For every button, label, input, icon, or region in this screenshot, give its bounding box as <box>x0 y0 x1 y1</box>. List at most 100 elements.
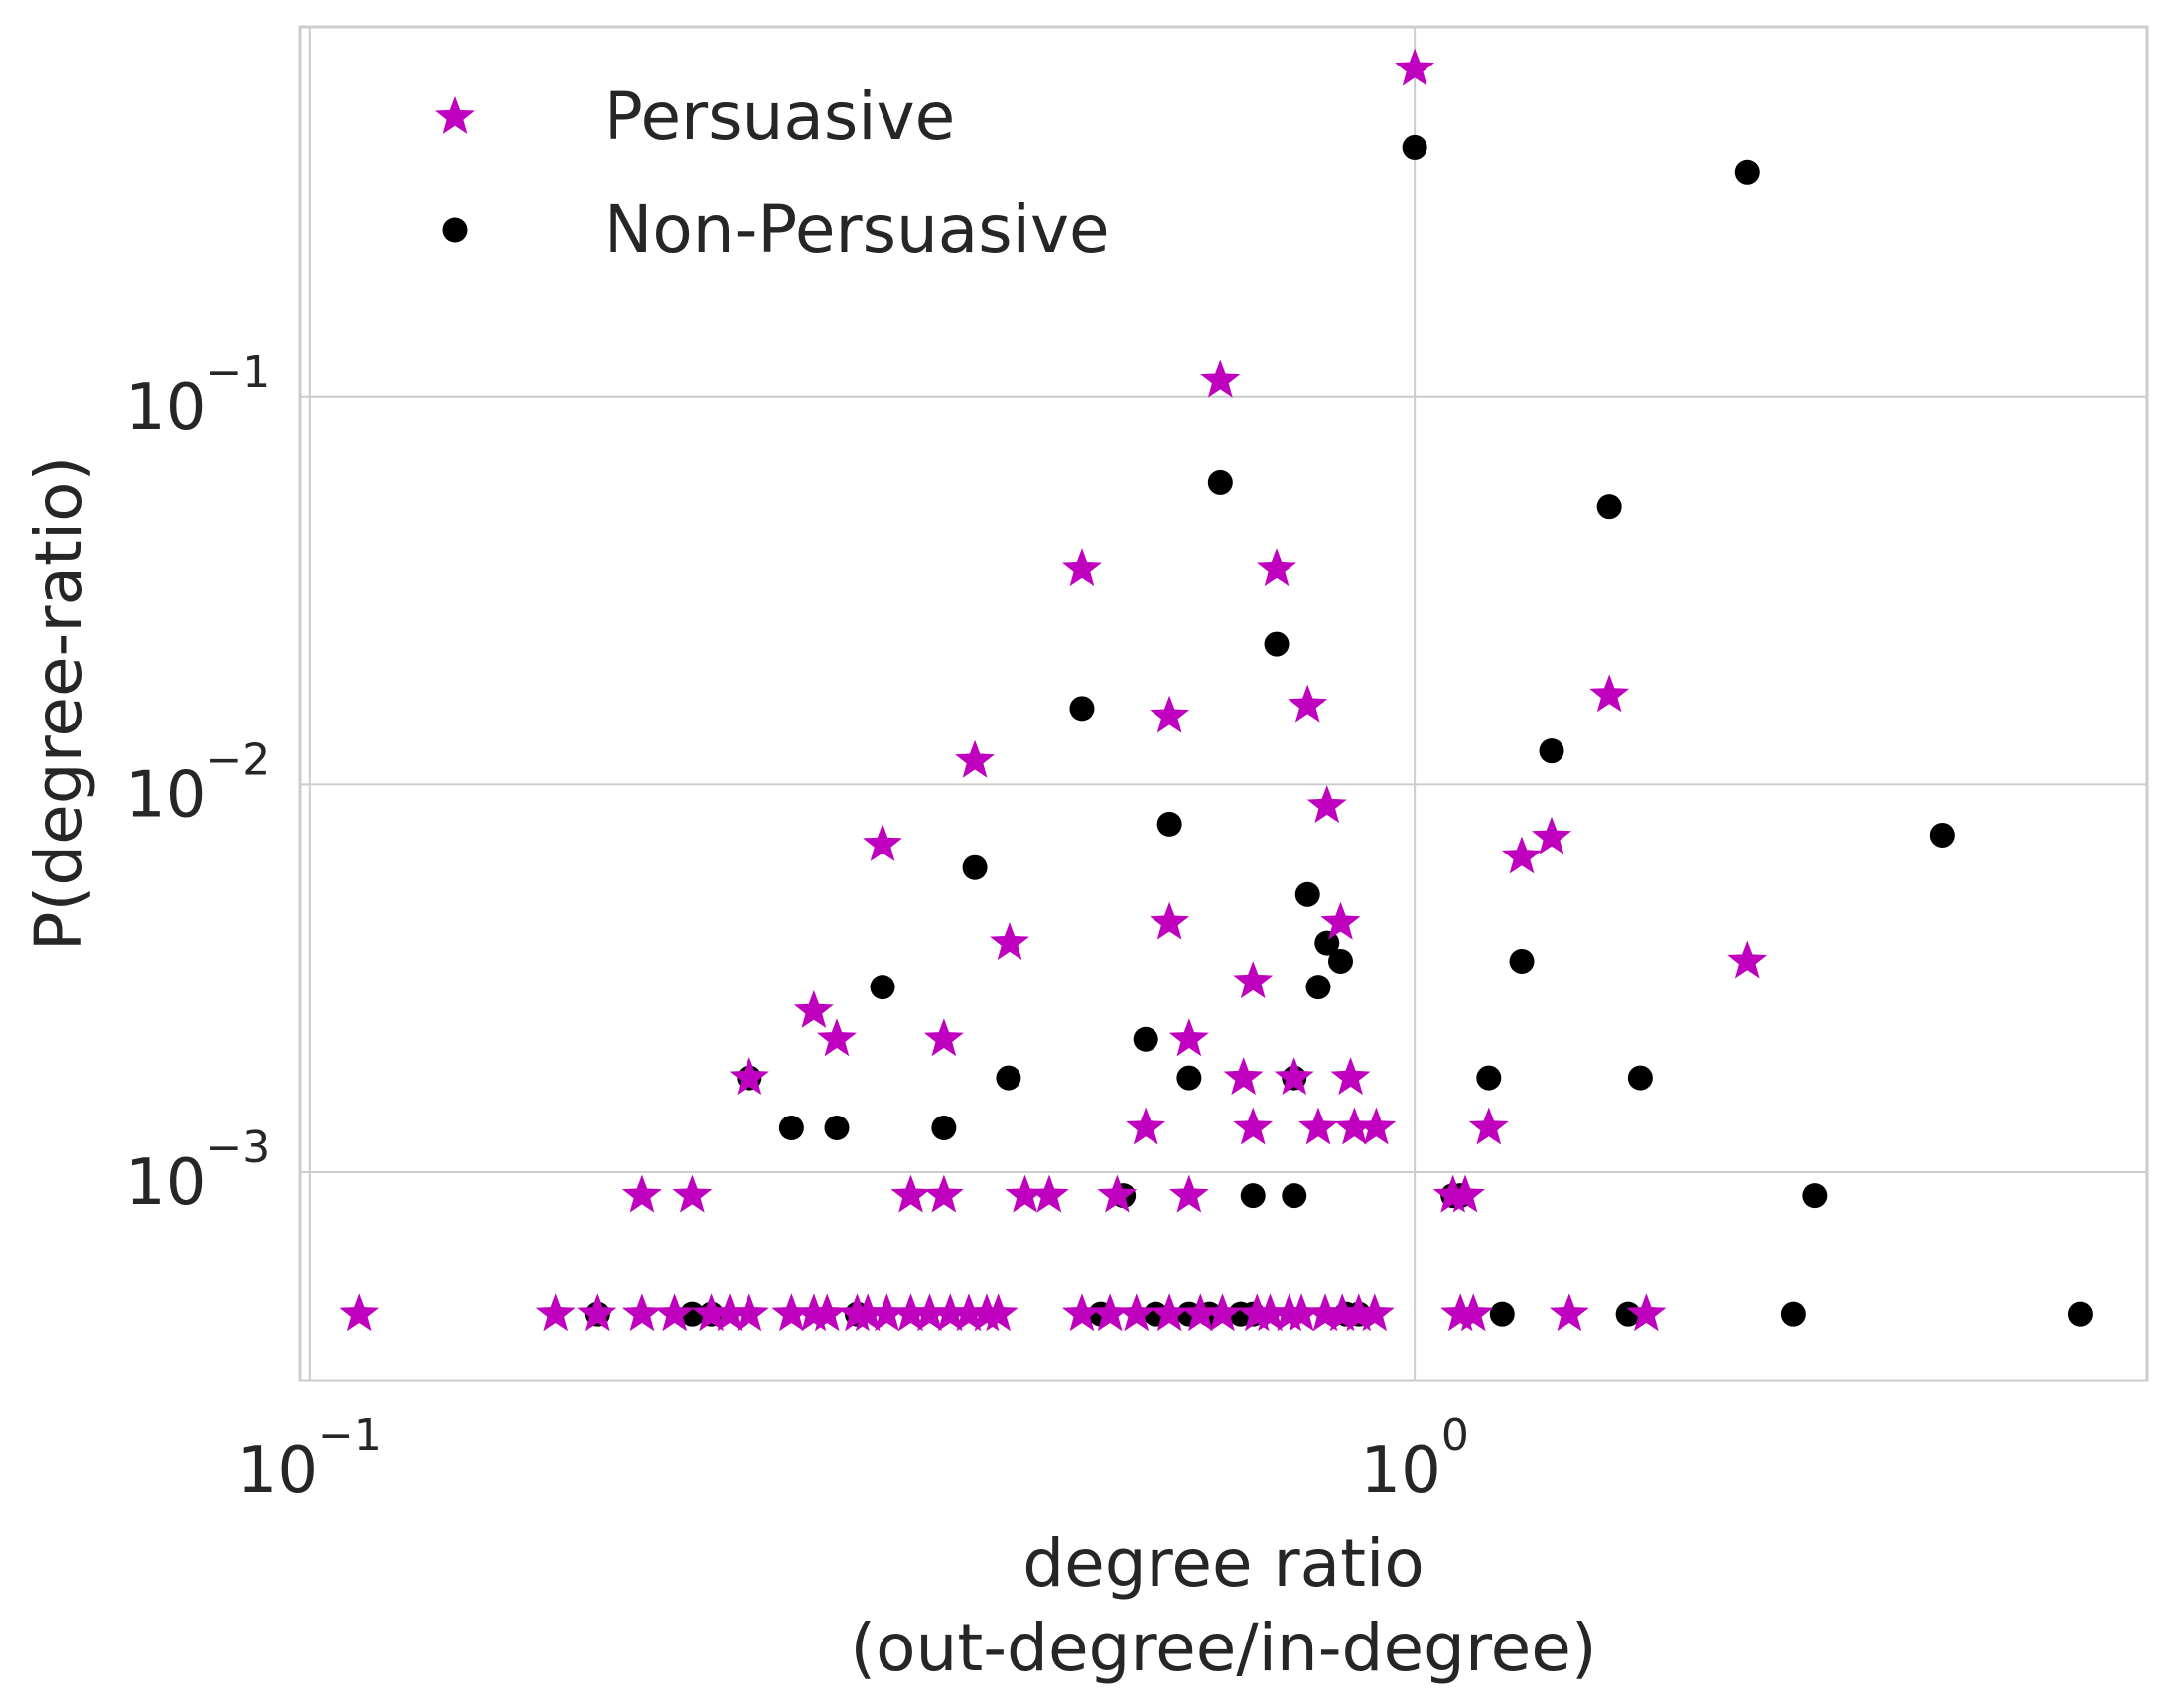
persuasive-point-57 <box>930 1293 971 1332</box>
plot-area-frame <box>298 25 2149 1382</box>
non-persuasive-point-10 <box>1294 881 1320 907</box>
persuasive-point-29 <box>1356 1107 1397 1145</box>
persuasive-point-47 <box>710 1293 749 1332</box>
persuasive-point-32 <box>672 1174 713 1213</box>
persuasive-point-45 <box>654 1293 695 1332</box>
persuasive-point-43 <box>577 1293 617 1332</box>
persuasive-point-24 <box>1330 1057 1371 1096</box>
persuasive-point-10 <box>1532 816 1571 854</box>
persuasive-point-40 <box>1445 1174 1485 1213</box>
persuasive-point-49 <box>771 1293 812 1332</box>
non-persuasive-point-44 <box>1489 1301 1515 1327</box>
non-persuasive-point-24 <box>824 1115 850 1140</box>
non-persuasive-point-23 <box>778 1115 804 1140</box>
persuasive-point-72 <box>1322 1293 1363 1332</box>
persuasive-point-61 <box>1062 1293 1102 1332</box>
legend-marker-persuasive <box>435 96 475 134</box>
persuasive-point-37 <box>1097 1174 1138 1213</box>
legend-marker-non-persuasive <box>442 217 468 243</box>
persuasive-point-0 <box>1395 48 1435 86</box>
persuasive-point-34 <box>923 1174 964 1213</box>
non-persuasive-point-21 <box>1476 1065 1502 1091</box>
persuasive-point-19 <box>1168 1018 1209 1057</box>
persuasive-point-6 <box>1589 674 1630 713</box>
persuasive-point-41 <box>340 1293 380 1332</box>
persuasive-point-23 <box>1274 1057 1314 1096</box>
non-persuasive-point-46 <box>1780 1301 1806 1327</box>
persuasive-point-21 <box>729 1057 769 1096</box>
non-persuasive-point-12 <box>1509 948 1535 974</box>
persuasive-point-36 <box>1029 1174 1069 1213</box>
x-tick-label-0: 10−1 <box>237 1410 382 1508</box>
x-axis-label-line-2: (out-degree/in-degree) <box>850 1610 1596 1686</box>
x-tick-label-1: 100 <box>1360 1410 1468 1508</box>
persuasive-point-1 <box>1200 359 1241 398</box>
non-persuasive-point-3 <box>1596 494 1622 520</box>
legend-label-persuasive: Persuasive <box>604 78 955 155</box>
persuasive-point-4 <box>1150 695 1190 733</box>
persuasive-point-7 <box>955 739 995 778</box>
persuasive-point-38 <box>1168 1174 1209 1213</box>
non-persuasive-point-27 <box>1240 1183 1266 1209</box>
non-persuasive-point-11 <box>1314 930 1340 956</box>
non-persuasive-point-31 <box>1802 1183 1828 1209</box>
persuasive-point-25 <box>1126 1107 1166 1145</box>
persuasive-point-53 <box>848 1293 888 1332</box>
persuasive-point-31 <box>621 1174 662 1213</box>
non-persuasive-point-16 <box>1133 1026 1158 1052</box>
non-persuasive-point-14 <box>870 975 895 1000</box>
persuasive-point-26 <box>1233 1107 1274 1145</box>
persuasive-point-62 <box>1090 1293 1131 1332</box>
y-axis-label: P(degree-ratio) <box>21 457 97 952</box>
legend-marker-shape-1 <box>442 217 468 243</box>
non-persuasive-point-47 <box>2067 1301 2093 1327</box>
data-points <box>340 48 2093 1332</box>
non-persuasive-point-6 <box>1539 738 1564 764</box>
persuasive-point-35 <box>1005 1174 1045 1213</box>
persuasive-point-22 <box>1223 1057 1264 1096</box>
persuasive-point-46 <box>691 1293 732 1332</box>
persuasive-point-76 <box>1453 1293 1494 1332</box>
x-axis-label-line-1: degree ratio <box>1022 1525 1424 1602</box>
persuasive-point-56 <box>909 1293 950 1332</box>
y-tick-label-2: 10−3 <box>125 1122 270 1220</box>
persuasive-point-58 <box>949 1293 989 1332</box>
persuasive-point-14 <box>1320 901 1361 940</box>
non-persuasive-point-4 <box>1264 631 1290 657</box>
persuasive-point-3 <box>1257 548 1296 587</box>
persuasive-point-2 <box>1062 548 1102 587</box>
non-persuasive-point-5 <box>1069 696 1095 722</box>
persuasive-point-27 <box>1298 1107 1338 1145</box>
persuasive-point-33 <box>890 1174 931 1213</box>
persuasive-point-20 <box>1233 961 1274 999</box>
x-axis-ticks: 10−1 100 <box>237 1410 1469 1508</box>
y-axis-ticks: 10−1 10−2 10−3 <box>125 347 270 1220</box>
persuasive-point-42 <box>535 1293 576 1332</box>
persuasive-point-55 <box>890 1293 931 1332</box>
persuasive-point-51 <box>807 1293 848 1332</box>
persuasive-point-78 <box>1626 1293 1667 1332</box>
persuasive-point-74 <box>1354 1293 1395 1332</box>
non-persuasive-point-0 <box>1402 134 1427 160</box>
legend: Persuasive Non-Persuasive <box>435 78 1110 268</box>
persuasive-point-28 <box>1334 1107 1375 1145</box>
persuasive-point-9 <box>1306 785 1347 824</box>
non-persuasive-point-1 <box>1734 159 1760 185</box>
non-persuasive-point-28 <box>1282 1183 1307 1209</box>
y-tick-label-1: 10−2 <box>125 734 270 832</box>
persuasive-point-60 <box>978 1293 1019 1332</box>
non-persuasive-point-19 <box>1176 1065 1202 1091</box>
persuasive-point-16 <box>793 989 834 1028</box>
persuasive-point-66 <box>1202 1293 1243 1332</box>
persuasive-point-68 <box>1250 1293 1290 1332</box>
non-persuasive-point-18 <box>996 1065 1021 1091</box>
persuasive-point-18 <box>923 1018 964 1057</box>
non-persuasive-point-22 <box>1627 1065 1653 1091</box>
persuasive-point-12 <box>1150 901 1190 940</box>
non-persuasive-point-25 <box>931 1115 957 1140</box>
persuasive-point-65 <box>1180 1293 1221 1332</box>
persuasive-point-77 <box>1549 1293 1589 1332</box>
persuasive-point-54 <box>867 1293 907 1332</box>
persuasive-point-11 <box>1502 836 1542 874</box>
